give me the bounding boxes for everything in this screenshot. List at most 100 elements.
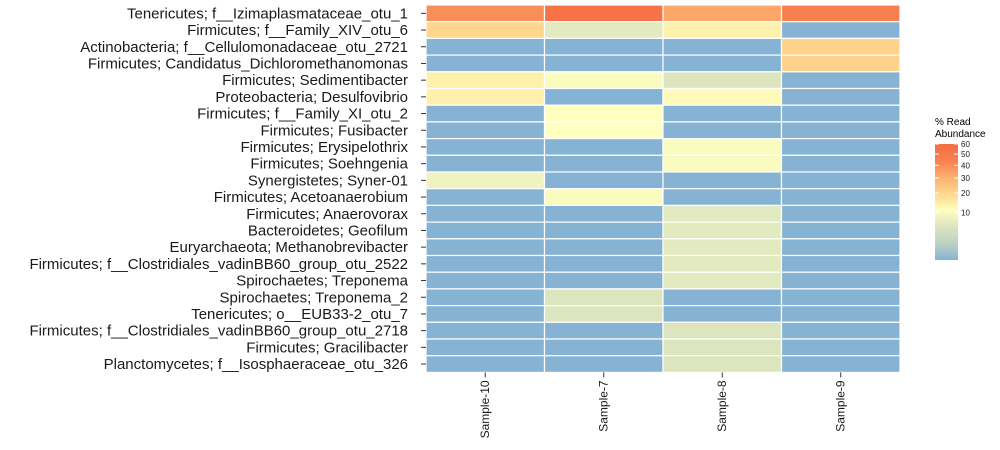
heatmap-cell: [780, 288, 901, 307]
x-tick-label: Sample-7: [597, 380, 611, 432]
heatmap-cell: [543, 221, 664, 240]
y-tick-label: Firmicutes; f__Clostridiales_vadinBB60_g…: [29, 256, 408, 273]
heatmap-cell: [543, 87, 664, 106]
y-tick-label: Actinobacteria; f__Cellulomonadaceae_otu…: [80, 39, 408, 56]
heatmap-cell: [662, 171, 783, 190]
heatmap-cell: [662, 4, 783, 23]
legend-tick-label: 40: [961, 161, 970, 170]
heatmap-cell: [543, 254, 664, 273]
y-tick-label: Firmicutes; f__Family_XI_otu_2: [197, 106, 408, 123]
heatmap-cell: [425, 171, 546, 190]
heatmap-cell: [780, 37, 901, 56]
heatmap-cell: [425, 221, 546, 240]
legend-tick-label: 30: [961, 174, 970, 183]
heatmap-cell: [662, 238, 783, 257]
x-axis-labels: Sample-10 Sample-7 Sample-8 Sample-9: [478, 372, 848, 438]
heatmap-cell: [425, 188, 546, 206]
heatmap-cell: [543, 154, 664, 173]
heatmap-cell: [780, 238, 901, 257]
y-tick-label: Firmicutes; Soehngenia: [250, 156, 408, 173]
heatmap-cell: [425, 204, 546, 223]
heatmap-cell: [425, 138, 546, 156]
heatmap-cell: [543, 138, 664, 156]
heatmap-cell: [425, 305, 546, 323]
legend-title-line2: Abundance: [935, 129, 986, 140]
y-tick-label: Bacteroidetes; Geofilum: [248, 222, 408, 239]
heatmap-cell: [780, 4, 901, 23]
y-tick-label: Euryarchaeota; Methanobrevibacter: [170, 239, 408, 256]
y-axis-labels: Tenericutes; f__Izimaplasmataceae_otu_1F…: [29, 5, 426, 373]
heatmap-cell: [780, 21, 901, 40]
heatmap-cell: [780, 204, 901, 223]
y-tick-label: Firmicutes; Anaerovorax: [246, 206, 408, 223]
heatmap-cell: [425, 37, 546, 56]
heatmap-cell: [543, 288, 664, 307]
heatmap-cell: [662, 21, 783, 40]
legend-tick-label: 20: [961, 189, 970, 198]
y-tick-label: Planctomycetes; f__Isosphaeraceae_otu_32…: [104, 356, 408, 373]
heatmap-cell: [780, 271, 901, 290]
heatmap-cell: [543, 204, 664, 223]
heatmap-cell: [543, 238, 664, 257]
heatmap-cell: [780, 71, 901, 90]
heatmap-cell: [662, 271, 783, 290]
heatmap-cell: [662, 254, 783, 273]
heatmap-cell: [425, 154, 546, 173]
heatmap-cell: [662, 154, 783, 173]
heatmap-cell: [425, 121, 546, 140]
heatmap-cell: [780, 121, 901, 140]
heatmap-cell: [543, 271, 664, 290]
heatmap-cell: [780, 104, 901, 123]
y-tick-label: Synergistetes; Syner-01: [248, 172, 408, 189]
y-tick-label: Tenericutes; f__Izimaplasmataceae_otu_1: [127, 5, 408, 22]
heatmap-cell: [662, 204, 783, 223]
y-tick-label: Spirochaetes; Treponema: [236, 273, 408, 290]
y-tick-label: Spirochaetes; Treponema_2: [220, 289, 408, 306]
heatmap-cell: [543, 355, 664, 374]
heatmap-cell: [543, 121, 664, 140]
heatmap-cell: [543, 21, 664, 40]
y-tick-label: Proteobacteria; Desulfovibrio: [215, 89, 408, 106]
heatmap-cell: [780, 188, 901, 206]
heatmap-cells: [425, 4, 901, 374]
heatmap-cell: [425, 271, 546, 290]
heatmap-cell: [543, 338, 664, 357]
heatmap-cell: [425, 54, 546, 73]
heatmap-cell: [662, 288, 783, 307]
heatmap-cell: [780, 221, 901, 240]
legend-title-line1: % Read: [935, 117, 971, 128]
heatmap-cell: [780, 54, 901, 73]
y-tick-label: Firmicutes; f__Clostridiales_vadinBB60_g…: [29, 323, 408, 340]
heatmap-cell: [425, 71, 546, 90]
legend-tick-label: 10: [961, 209, 970, 218]
heatmap-cell: [425, 87, 546, 106]
y-tick-label: Firmicutes; Gracilibacter: [246, 339, 408, 356]
heatmap-cell: [662, 221, 783, 240]
heatmap-cell: [543, 321, 664, 340]
heatmap-cell: [662, 188, 783, 206]
heatmap-cell: [780, 305, 901, 323]
heatmap-cell: [543, 104, 664, 123]
heatmap-cell: [780, 154, 901, 173]
heatmap-cell: [543, 188, 664, 206]
heatmap-cell: [662, 54, 783, 73]
heatmap-cell: [425, 21, 546, 40]
y-tick-label: Firmicutes; f__Family_XIV_otu_6: [187, 22, 408, 39]
heatmap-cell: [780, 87, 901, 106]
y-tick-label: Firmicutes; Acetoanaerobium: [214, 189, 408, 206]
heatmap-cell: [425, 355, 546, 374]
heatmap-cell: [662, 121, 783, 140]
heatmap-cell: [780, 138, 901, 156]
heatmap-cell: [780, 355, 901, 374]
y-tick-label: Firmicutes; Candidatus_Dichloromethanomo…: [88, 55, 408, 72]
legend-color-bar: [935, 144, 958, 260]
heatmap-cell: [662, 37, 783, 56]
legend-tick-label: 50: [961, 150, 970, 159]
heatmap-cell: [543, 171, 664, 190]
legend-tick-label: 60: [961, 140, 970, 149]
heatmap-cell: [662, 321, 783, 340]
heatmap-cell: [662, 71, 783, 90]
heatmap-cell: [662, 305, 783, 323]
heatmap-cell: [662, 355, 783, 374]
